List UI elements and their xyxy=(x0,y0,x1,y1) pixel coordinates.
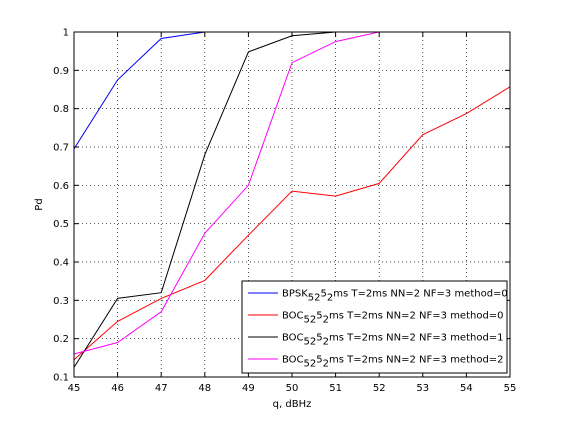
x-tick-label: 49 xyxy=(242,383,255,394)
legend-entry-4: BOC5252ms T=2ms NN=2 NF=3 method=2 xyxy=(282,355,504,370)
y-tick-label: 0.6 xyxy=(53,181,69,192)
legend-box xyxy=(241,280,508,374)
y-tick-label: 0.4 xyxy=(53,258,69,269)
x-tick-label: 46 xyxy=(111,383,124,394)
series-line-1 xyxy=(73,31,205,150)
y-tick-label: 0.3 xyxy=(53,296,69,307)
legend-entry-3: BOC5252ms T=2ms NN=2 NF=3 method=1 xyxy=(282,333,504,348)
legend-entry-2: BOC5252ms T=2ms NN=2 NF=3 method=0 xyxy=(282,311,504,326)
x-axis-label: q, dBHz xyxy=(273,399,312,410)
series-line-2 xyxy=(73,86,511,361)
legend-entry-1: BPSK5252ms T=2ms NN=2 NF=3 method=0 xyxy=(282,289,508,304)
x-tick-label: 54 xyxy=(460,383,473,394)
x-tick-label: 45 xyxy=(68,383,81,394)
x-tick-label: 51 xyxy=(329,383,342,394)
y-tick-label: 1 xyxy=(63,28,69,39)
x-tick-label: 48 xyxy=(198,383,211,394)
series-line-4 xyxy=(73,31,380,355)
y-tick-label: 0.2 xyxy=(53,334,69,345)
grid xyxy=(74,32,510,377)
y-tick-label: 0.7 xyxy=(53,143,69,154)
ticks: 45 46 47 48 49 50 51 52 53 54 55 0.1 0.2 0.3 0.4 0.5 0.6… xyxy=(53,28,516,395)
y-tick-label: 0.8 xyxy=(53,104,69,115)
y-tick-label: 0.9 xyxy=(53,66,69,77)
x-tick-label: 50 xyxy=(286,383,299,394)
x-tick-label: 52 xyxy=(373,383,386,394)
x-tick-label: 47 xyxy=(155,383,168,394)
legend: BPSK5252ms T=2ms NN=2 NF=3 method=0 BOC52… xyxy=(241,280,508,374)
y-axis-label: Pd xyxy=(34,198,45,210)
x-tick-label: 53 xyxy=(416,383,429,394)
y-tick-label: 0.5 xyxy=(53,219,69,230)
y-tick-label: 0.1 xyxy=(53,373,69,384)
x-tick-label: 55 xyxy=(504,383,517,394)
